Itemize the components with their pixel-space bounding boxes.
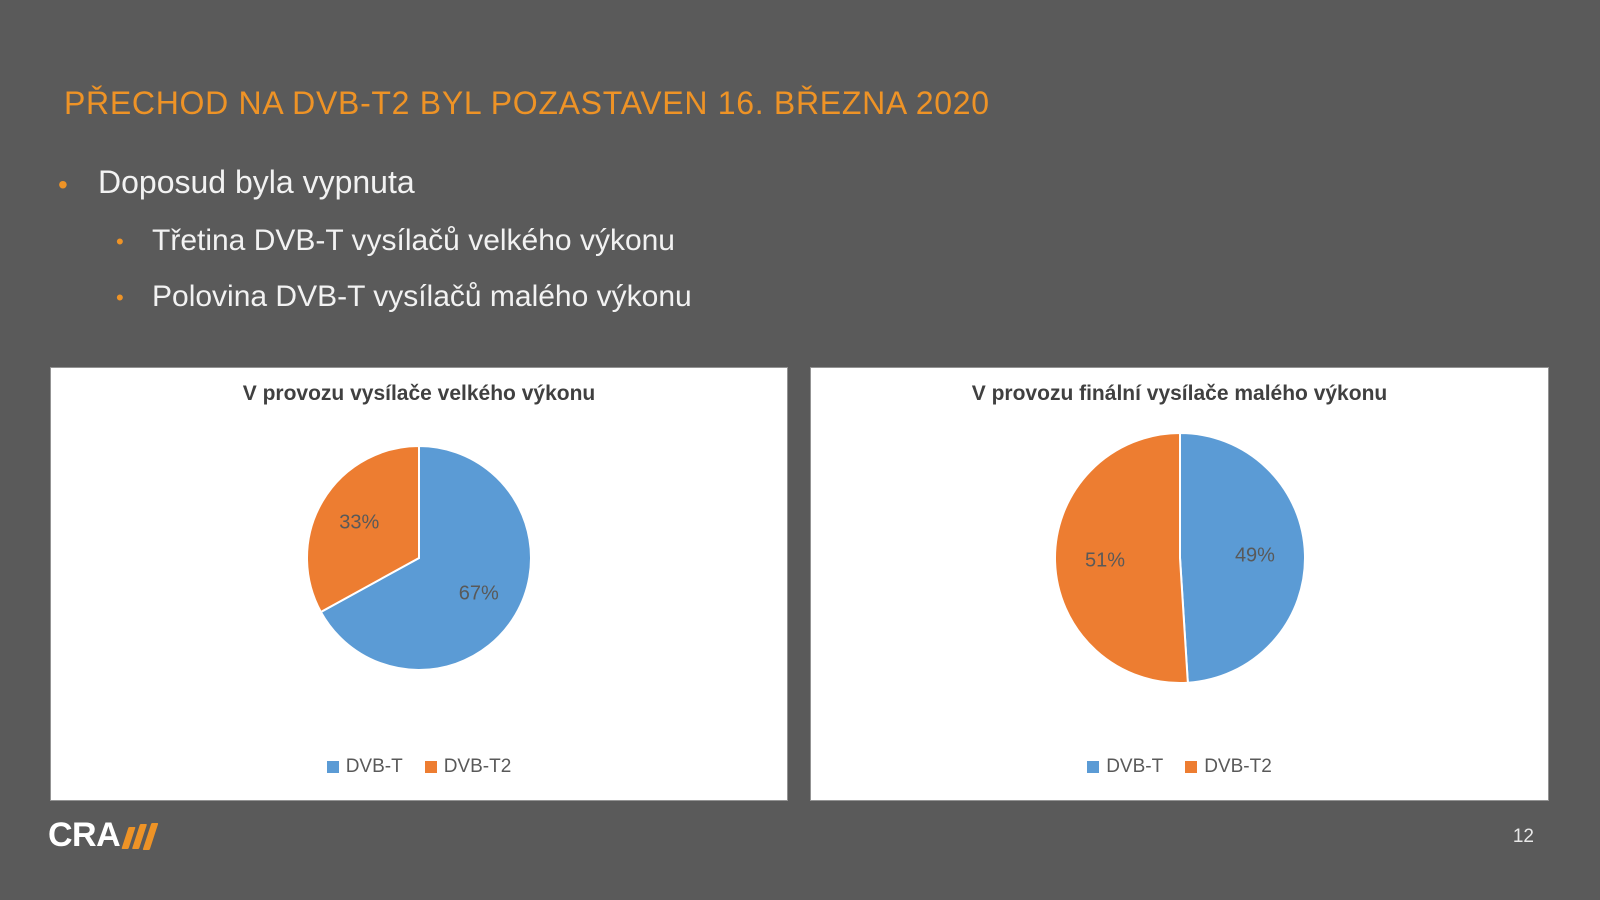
pie-slice-dvb-t2[interactable] (306, 444, 420, 614)
cra-logo: CRA (48, 816, 159, 854)
chart-legend: DVB-T DVB-T2 (51, 756, 787, 778)
pie-data-label: 33% (339, 512, 379, 534)
bullet-marker-icon: • (116, 229, 124, 255)
bullet-level2-text: Třetina DVB-T vysílačů velkého výkonu (152, 224, 675, 258)
pie-data-label: 49% (1234, 545, 1274, 567)
legend-label: DVB-T2 (1204, 756, 1272, 777)
legend-label: DVB-T (345, 756, 403, 777)
bullet-level2-item-1: • Třetina DVB-T vysílačů velkého výkonu (50, 223, 950, 259)
pie-chart-area: 49% 51% (811, 408, 1548, 718)
bullet-marker-icon: • (58, 169, 68, 200)
pie-chart: 49% 51% (1053, 431, 1306, 684)
page-number: 12 (1512, 826, 1534, 847)
logo-wordmark: CRA (48, 816, 121, 854)
legend-item-dvbt[interactable]: DVB-T (326, 756, 403, 778)
pie-chart-area: 67% 33% (51, 408, 787, 718)
pie-slice-dvb-t[interactable] (1178, 431, 1306, 684)
legend-item-dvbt2[interactable]: DVB-T2 (424, 756, 512, 778)
legend-swatch-icon (1185, 761, 1198, 773)
slide-title: PŘECHOD NA DVB-T2 BYL POZASTAVEN 16. BŘE… (64, 85, 990, 121)
legend-item-dvbt[interactable]: DVB-T (1087, 756, 1163, 778)
pie-chart: 67% 33% (306, 444, 532, 671)
bullet-list: • Doposud byla vypnuta • Třetina DVB-T v… (50, 163, 950, 335)
bullet-level2-item-2: • Polovina DVB-T vysílačů malého výkonu (50, 279, 950, 315)
legend-label: DVB-T (1106, 756, 1164, 777)
chart-title: V provozu finální vysílače malého výkonu (971, 382, 1388, 405)
pie-data-label: 51% (1085, 549, 1125, 571)
bullet-level1-text: Doposud byla vypnuta (98, 164, 415, 200)
pie-slice-dvb-t[interactable] (319, 444, 532, 671)
pie-slice-dvb-t2[interactable] (1053, 431, 1189, 684)
bullet-marker-icon: • (116, 285, 124, 311)
pie-data-label: 67% (459, 582, 499, 604)
chart-title: V provozu vysílače velkého výkonu (242, 382, 596, 405)
chart-legend: DVB-T DVB-T2 (811, 756, 1548, 778)
bullet-level1: • Doposud byla vypnuta (50, 163, 950, 201)
legend-swatch-icon (1087, 761, 1100, 773)
legend-label: DVB-T2 (443, 756, 512, 777)
chart-panel-small-transmitters[interactable]: V provozu finální vysílače malého výkonu… (811, 368, 1548, 800)
bullet-level2-text: Polovina DVB-T vysílačů malého výkonu (152, 280, 692, 314)
legend-swatch-icon (424, 761, 437, 773)
logo-bars-icon (121, 822, 159, 850)
legend-swatch-icon (326, 761, 339, 773)
chart-panel-large-transmitters[interactable]: V provozu vysílače velkého výkonu 67% 33%… (51, 368, 787, 800)
legend-item-dvbt2[interactable]: DVB-T2 (1185, 756, 1272, 778)
